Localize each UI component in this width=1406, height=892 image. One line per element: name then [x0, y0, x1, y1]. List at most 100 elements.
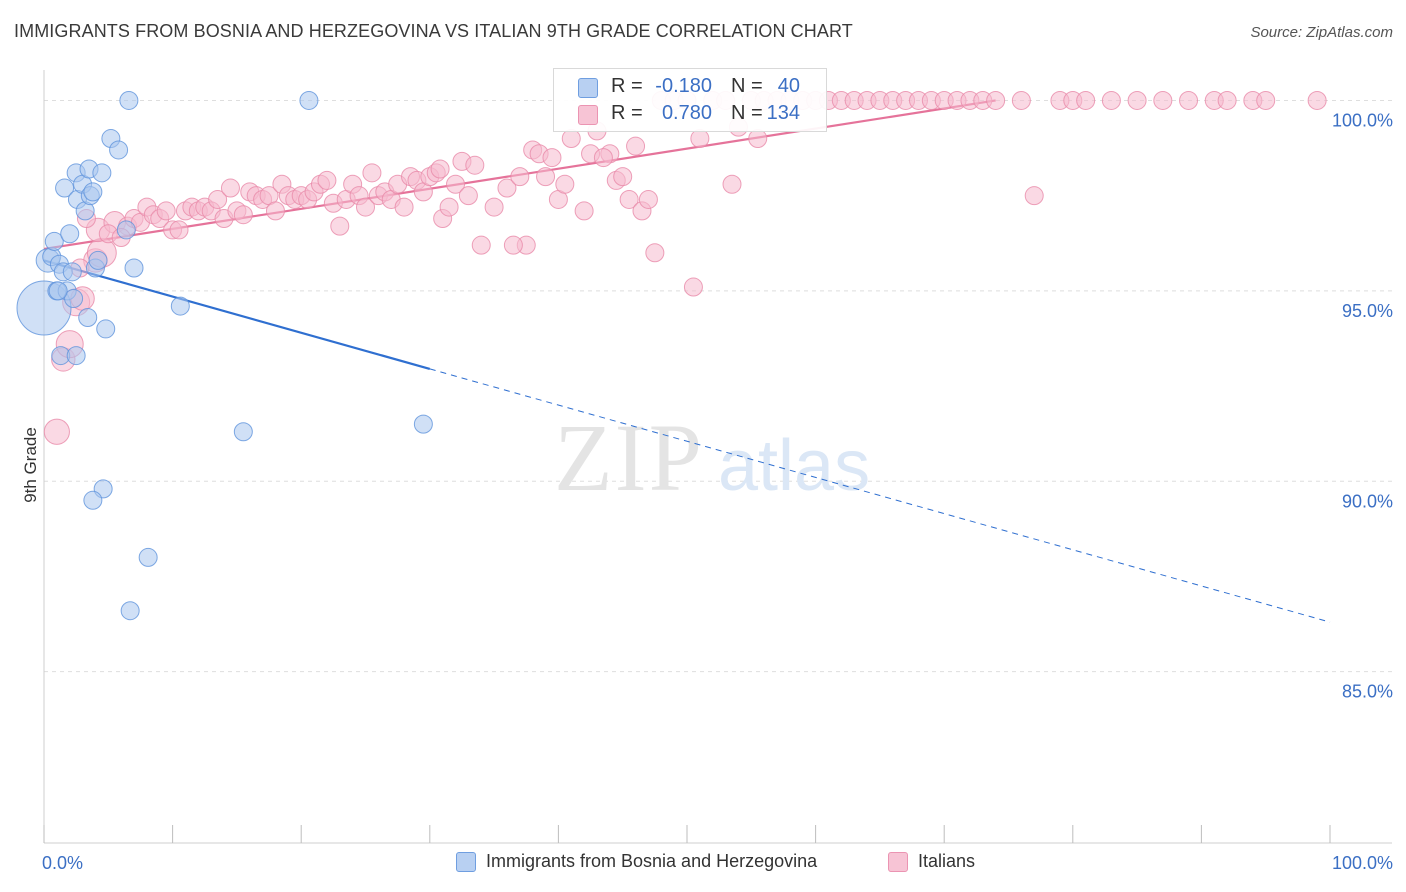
data-point-italians — [1217, 90, 1237, 110]
n-value: 40 — [777, 75, 800, 97]
data-point-italians — [497, 178, 517, 198]
y-tick-label: 95.0% — [1342, 301, 1393, 321]
data-point-italians — [645, 243, 665, 263]
data-point-italians — [1024, 186, 1044, 206]
stats-row-italians: R = 0.780 N = 134 — [554, 102, 826, 128]
data-point-italians — [465, 155, 485, 175]
data-point-bosnia — [124, 258, 144, 278]
data-point-bosnia — [299, 90, 319, 110]
data-point-italians — [439, 197, 459, 217]
data-point-italians — [722, 174, 742, 194]
stats-swatch-pink — [578, 105, 598, 125]
data-point-italians — [1153, 90, 1173, 110]
data-point-bosnia — [48, 281, 68, 301]
data-point-italians — [503, 235, 523, 255]
x-tick-label: 100.0% — [1332, 853, 1393, 873]
data-point-italians — [1127, 90, 1147, 110]
data-point-bosnia — [413, 414, 433, 434]
data-point-bosnia — [233, 422, 253, 442]
legend-item-bosnia[interactable]: Immigrants from Bosnia and Herzegovina — [456, 851, 817, 872]
n-label: N = — [731, 75, 763, 97]
data-point-bosnia — [88, 250, 108, 270]
data-point-italians — [574, 201, 594, 221]
chart-title: IMMIGRANTS FROM BOSNIA AND HERZEGOVINA V… — [14, 21, 853, 41]
data-point-bosnia — [83, 182, 103, 202]
r-value: -0.180 — [655, 75, 712, 97]
data-point-bosnia — [119, 90, 139, 110]
series-bosnia-points — [16, 90, 433, 621]
data-point-bosnia — [44, 231, 64, 251]
legend-label-bosnia: Immigrants from Bosnia and Herzegovina — [486, 851, 818, 871]
data-point-italians — [510, 167, 530, 187]
data-point-italians — [1256, 90, 1276, 110]
data-point-bosnia — [62, 262, 82, 282]
y-axis-label: 9th Grade — [21, 427, 40, 503]
data-point-bosnia — [138, 547, 158, 567]
series-italians-points — [43, 90, 1327, 445]
data-point-italians — [561, 129, 581, 149]
r-label: R = — [611, 102, 643, 124]
data-point-bosnia — [120, 601, 140, 621]
tick-labels: 100.0% 95.0% 90.0% 85.0% 0.0% 100.0% — [42, 110, 1393, 873]
data-point-italians — [394, 197, 414, 217]
data-point-italians — [233, 205, 253, 225]
data-point-italians — [1101, 90, 1121, 110]
data-point-italians — [542, 148, 562, 168]
legend-label-italians: Italians — [918, 851, 976, 871]
legend-swatch-blue — [456, 851, 476, 872]
data-point-bosnia — [170, 296, 190, 316]
r-label: R = — [611, 75, 643, 97]
trend-lines — [43, 99, 1331, 623]
data-point-italians — [446, 174, 466, 194]
data-point-italians — [330, 216, 350, 236]
trend-line-bosnia-projection — [429, 368, 1331, 623]
data-point-bosnia — [55, 178, 75, 198]
trend-line-bosnia — [43, 259, 431, 370]
data-point-italians — [43, 418, 70, 445]
data-point-italians — [555, 174, 575, 194]
data-point-italians — [683, 277, 703, 297]
stats-swatch-blue — [578, 78, 598, 98]
data-point-italians — [1307, 90, 1327, 110]
data-point-italians — [265, 201, 285, 221]
legend-item-italians[interactable]: Italians — [888, 851, 975, 872]
data-point-italians — [362, 163, 382, 183]
data-point-italians — [638, 189, 658, 209]
data-point-italians — [220, 178, 240, 198]
n-label: N = — [731, 102, 763, 124]
y-tick-label: 90.0% — [1342, 491, 1393, 511]
chart-legend: Immigrants from Bosnia and Herzegovina I… — [0, 851, 1406, 879]
data-point-italians — [208, 189, 228, 209]
r-value: 0.780 — [661, 102, 712, 124]
data-point-italians — [317, 170, 337, 190]
data-point-italians — [356, 197, 375, 217]
source-credit: Source: ZipAtlas.com — [1250, 24, 1393, 41]
data-point-italians — [471, 235, 491, 255]
data-point-italians — [458, 186, 478, 206]
data-point-italians — [156, 201, 176, 221]
data-point-bosnia — [109, 140, 129, 160]
data-point-italians — [613, 167, 633, 187]
data-point-bosnia — [60, 224, 80, 244]
data-point-bosnia — [64, 288, 84, 308]
n-value: 134 — [766, 102, 800, 124]
data-point-bosnia — [78, 308, 98, 328]
data-point-italians — [1011, 90, 1031, 110]
data-point-italians — [690, 129, 710, 149]
data-point-italians — [1179, 90, 1199, 110]
stats-legend: R = -0.180 N = 40 R = 0.780 N = 134 — [553, 68, 827, 132]
watermark-zip: ZIP — [554, 404, 704, 511]
data-point-italians — [1076, 90, 1096, 110]
data-point-italians — [748, 129, 768, 149]
data-point-bosnia — [83, 490, 103, 510]
data-point-bosnia — [92, 163, 112, 183]
legend-swatch-pink — [888, 851, 908, 872]
data-point-italians — [430, 159, 450, 179]
x-tick-label: 0.0% — [42, 853, 83, 873]
data-point-italians — [593, 148, 613, 168]
watermark-atlas: atlas — [718, 426, 870, 506]
y-tick-label: 85.0% — [1342, 682, 1393, 702]
data-point-italians — [626, 136, 646, 156]
y-tick-label: 100.0% — [1332, 110, 1393, 130]
